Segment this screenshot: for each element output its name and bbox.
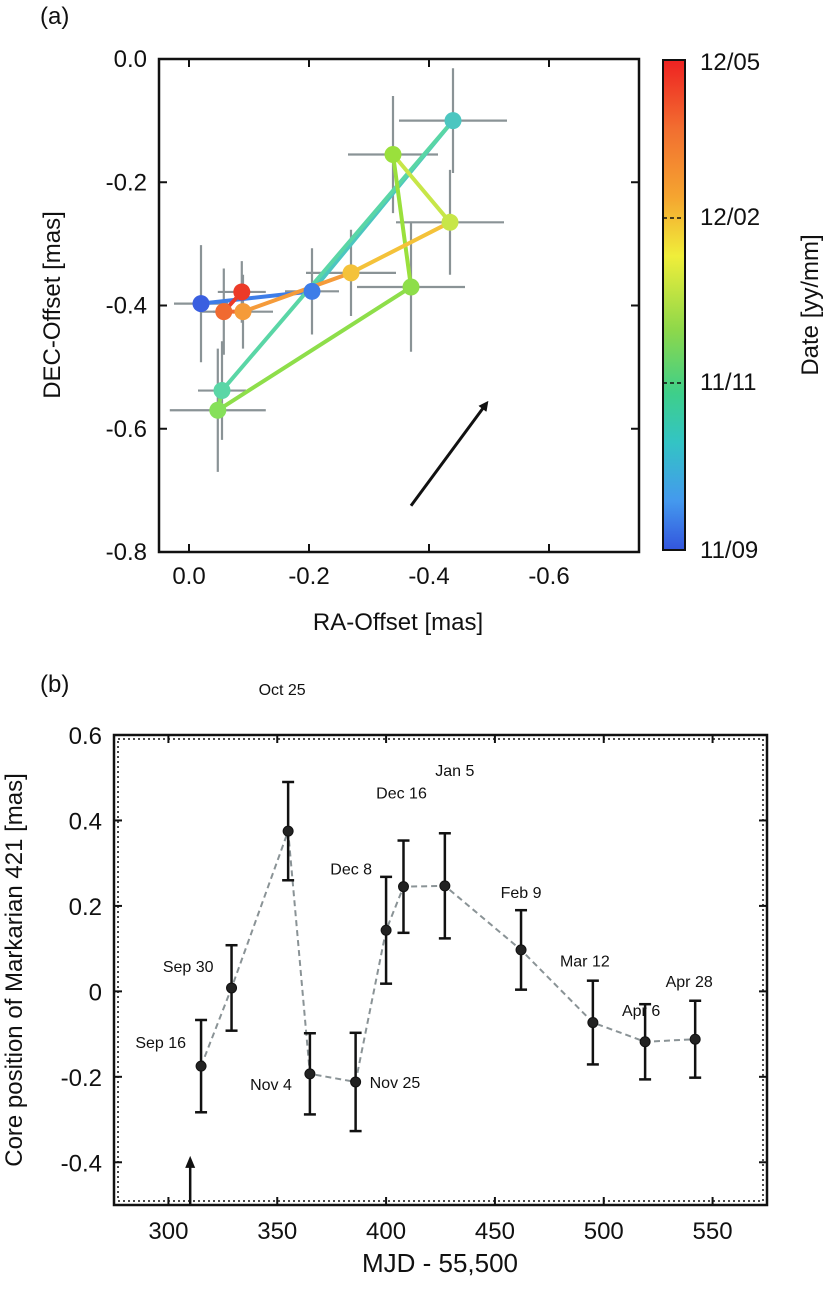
x-tick-label: 400 (366, 1218, 406, 1245)
track-segment (220, 118, 455, 393)
date-label: Nov 4 (250, 1077, 292, 1094)
data-point (304, 1068, 316, 1080)
colorbar-tick-label: 11/09 (700, 537, 758, 564)
date-label: Apr 28 (666, 974, 713, 991)
date-label: Dec 8 (330, 861, 372, 878)
panel-a-plot: 0.0 -0.2 -0.4 -0.6 0.0 -0.2 -0.4 -0.6 -0.8 (106, 46, 641, 590)
panel-b-dashed-line (200, 830, 696, 1084)
panel-b-plot: 300 350 400 450 500 550 0.6 0.4 0.2 0 -0.2 -0.4 Se… (61, 682, 769, 1245)
data-point (639, 1036, 651, 1048)
panel-a-direction-arrow (409, 400, 489, 507)
panel-a-x-ticks: 0.0 -0.2 -0.4 -0.6 (172, 59, 570, 590)
data-point (444, 112, 462, 130)
panel-b-frame (112, 733, 769, 1207)
y-tick-label: 0.6 (69, 723, 102, 750)
track-segment (391, 152, 413, 290)
track-segment (349, 220, 452, 275)
date-label: Oct 25 (259, 682, 306, 699)
date-label: Feb 9 (501, 885, 542, 902)
data-point (515, 944, 527, 956)
data-point (587, 1017, 599, 1029)
date-label: Sep 16 (135, 1035, 186, 1052)
x-tick-label: -0.4 (408, 563, 449, 590)
data-point (192, 295, 210, 313)
data-point (402, 278, 420, 296)
data-point (397, 881, 409, 893)
y-tick-label: 0.0 (114, 46, 147, 73)
panel-a-label: (a) (40, 3, 69, 30)
x-tick-label: 0.0 (172, 563, 205, 590)
panel-a-ylabel: DEC-Offset [mas] (39, 211, 66, 399)
date-label: Mar 12 (560, 954, 610, 971)
colorbar-tick-label: 12/05 (700, 49, 760, 76)
data-point (303, 282, 321, 300)
x-tick-label: 350 (257, 1218, 297, 1245)
data-point (380, 924, 392, 936)
date-label: Sep 30 (163, 959, 214, 976)
y-tick-label: 0.4 (69, 808, 102, 835)
panel-b-points (195, 825, 701, 1088)
data-point (441, 213, 459, 231)
y-tick-label: -0.8 (106, 539, 147, 566)
colorbar-label: Date [yy/mm] (797, 234, 824, 375)
data-point (282, 825, 294, 837)
data-point (226, 982, 238, 994)
data-point (215, 303, 233, 321)
data-point (233, 283, 251, 301)
x-tick-label: -0.2 (288, 563, 329, 590)
panel-a-xlabel: RA-Offset [mas] (313, 609, 483, 636)
y-tick-label: -0.4 (61, 1150, 102, 1177)
date-label: Nov 25 (370, 1075, 421, 1092)
colorbar-tick-label: 11/11 (700, 369, 757, 396)
track-segment (215, 285, 413, 413)
panel-b-label: (b) (40, 671, 69, 698)
data-point (213, 382, 231, 400)
y-tick-label: 0 (89, 979, 102, 1006)
panel-b-x-ticks: 300 350 400 450 500 550 (148, 735, 733, 1245)
colorbar-tick-label: 12/02 (700, 204, 760, 231)
panel-b-error-bars (195, 780, 702, 1133)
panel-b-ylabel: Core position of Markarian 421 [mas] (1, 773, 28, 1167)
date-label: Dec 16 (376, 786, 427, 803)
data-point (439, 880, 451, 892)
data-point (195, 1060, 207, 1072)
y-tick-label: -0.6 (106, 416, 147, 443)
panel-a-track (199, 118, 455, 413)
x-tick-label: -0.6 (528, 563, 569, 590)
data-point (234, 303, 252, 321)
y-tick-label: -0.2 (106, 169, 147, 196)
panel-b-xlabel: MJD - 55,500 (362, 1248, 518, 1278)
date-label: Apr 6 (622, 1003, 660, 1020)
track-segment (391, 152, 452, 225)
x-tick-label: 550 (693, 1218, 733, 1245)
colorbar (662, 59, 686, 551)
data-point (350, 1076, 362, 1088)
data-point (689, 1033, 701, 1045)
y-tick-label: -0.4 (106, 293, 147, 320)
data-point (384, 146, 402, 164)
x-tick-label: 450 (475, 1218, 515, 1245)
connecting-line (200, 830, 696, 1084)
track-segment (241, 270, 353, 314)
panel-b-arrow (185, 1155, 196, 1205)
data-point (342, 264, 360, 282)
panel-b-date-labels: Sep 16 Sep 30 Oct 25 Nov 4 Nov 25 Dec 8 Dec 16… (135, 682, 712, 1094)
y-tick-label: 0.2 (69, 894, 102, 921)
panel-a-points (192, 112, 462, 419)
panel-b-y-ticks: 0.6 0.4 0.2 0 -0.2 -0.4 (61, 723, 767, 1177)
panel-b-inner-frame (117, 738, 764, 1202)
date-label: Jan 5 (435, 763, 474, 780)
y-tick-label: -0.2 (61, 1065, 102, 1092)
colorbar-ticks (663, 217, 685, 384)
panel-a-y-ticks: 0.0 -0.2 -0.4 -0.6 -0.8 (106, 46, 639, 566)
x-tick-label: 300 (148, 1218, 188, 1245)
data-point (209, 401, 227, 419)
x-tick-label: 500 (584, 1218, 624, 1245)
arrow-head (185, 1155, 196, 1168)
